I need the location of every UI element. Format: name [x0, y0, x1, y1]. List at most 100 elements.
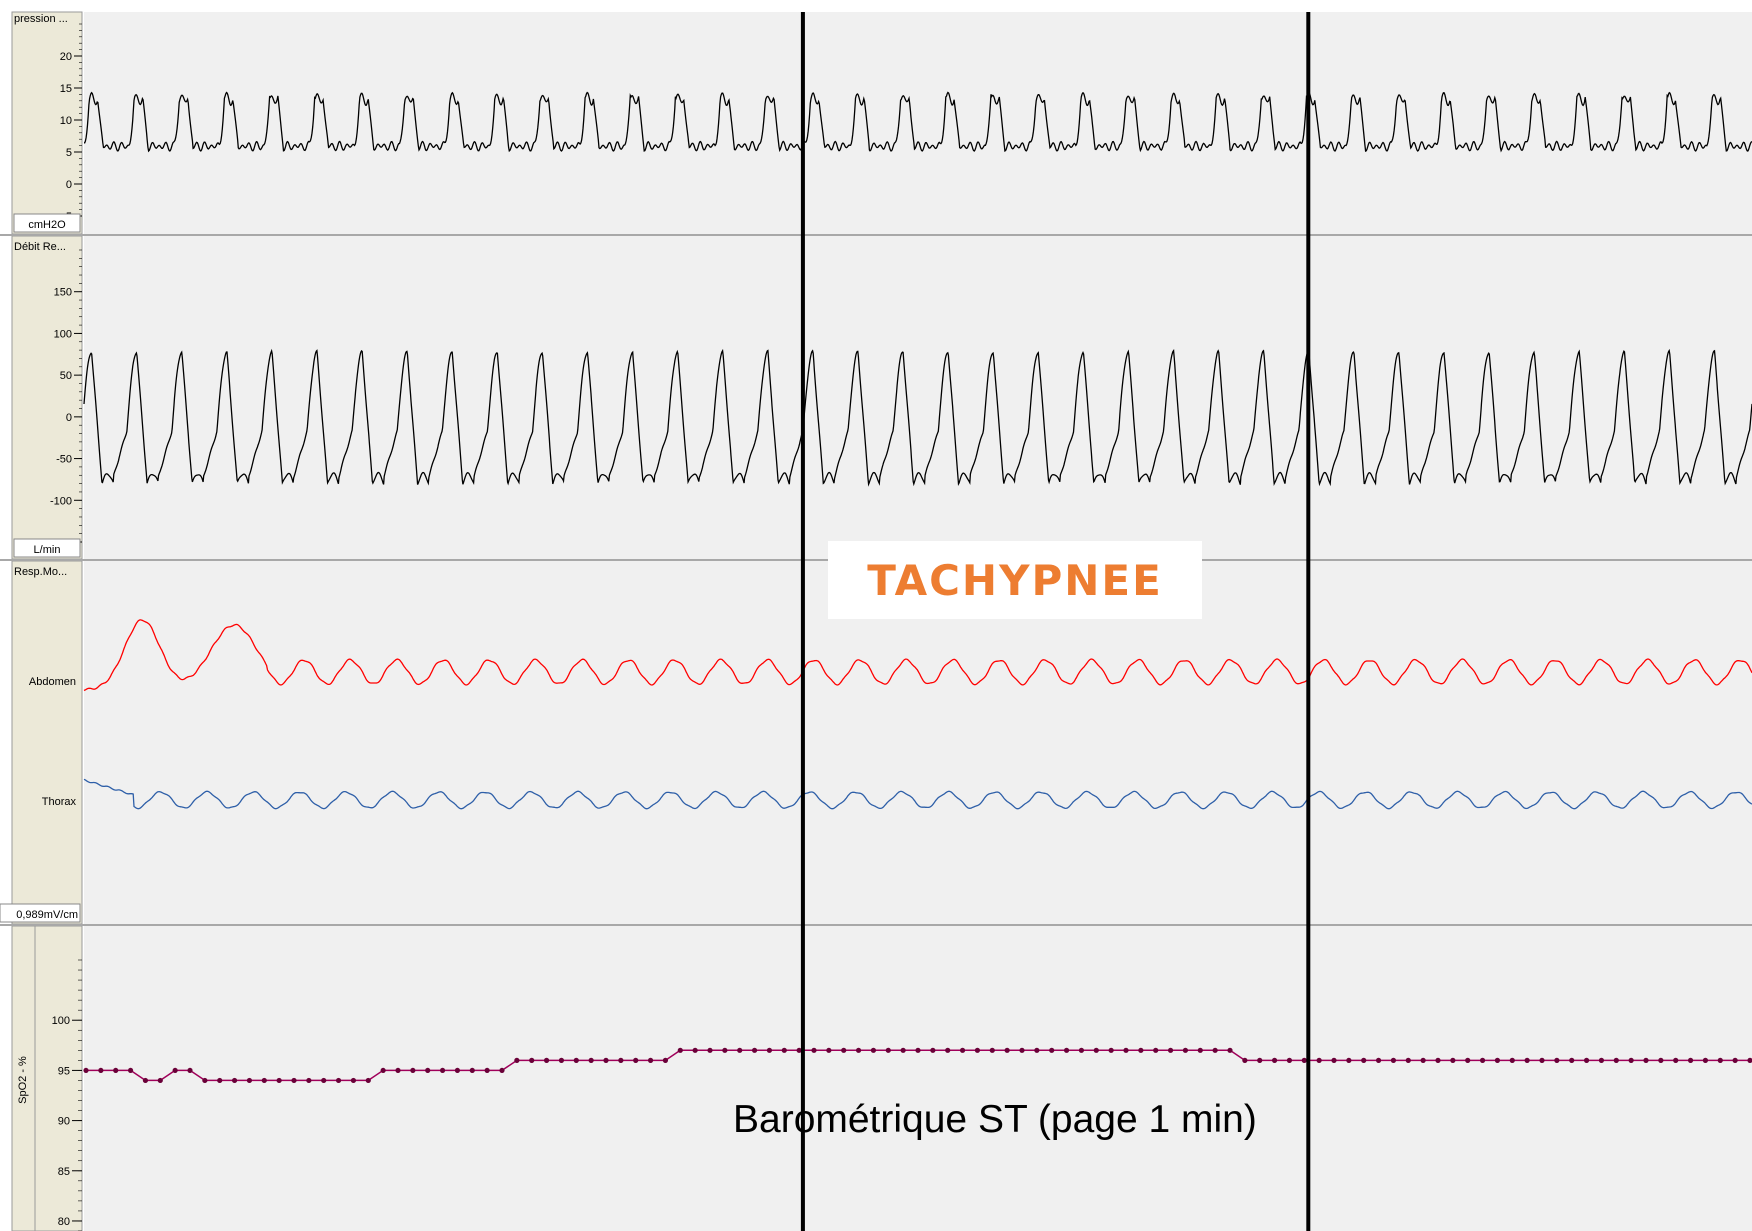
spo2-point — [974, 1047, 981, 1053]
y-tick-label: 90 — [58, 1116, 70, 1128]
spo2-point — [514, 1057, 520, 1063]
spo2-point — [1361, 1057, 1367, 1063]
spo2-point — [1375, 1057, 1382, 1063]
spo2-point — [469, 1067, 475, 1074]
spo2-point — [1390, 1057, 1397, 1063]
y-tick-label: 150 — [54, 287, 72, 299]
spo2-point — [529, 1057, 535, 1063]
y-tick-label: 80 — [58, 1216, 70, 1228]
annotation-box: TACHYPNEE — [828, 541, 1202, 619]
unit-box — [13, 538, 81, 558]
spo2-point — [796, 1047, 802, 1053]
spo2-point — [484, 1067, 490, 1074]
spo2-point — [335, 1077, 342, 1084]
y-tick-label: 0 — [66, 179, 72, 191]
spo2-point — [1569, 1057, 1575, 1063]
spo2-point — [276, 1077, 282, 1084]
spo2-point — [811, 1047, 817, 1053]
spo2-point — [1435, 1057, 1441, 1063]
axis-gutter-3 — [11, 560, 83, 925]
spo2-point — [1123, 1047, 1129, 1053]
spo2-point — [98, 1067, 104, 1074]
spo2-point — [1346, 1057, 1352, 1063]
axis-gutter-2 — [11, 235, 83, 560]
spo2-point — [707, 1047, 713, 1053]
spo2-point — [1257, 1057, 1263, 1063]
spo2-point — [1583, 1057, 1590, 1063]
spo2-point — [781, 1047, 787, 1053]
spo2-point — [291, 1077, 297, 1084]
spo2-point — [677, 1047, 683, 1053]
y-tick-label: 5 — [66, 147, 72, 159]
y-axis-title: SpO2 - % — [17, 1056, 29, 1104]
spo2-point — [231, 1077, 238, 1084]
spo2-point — [321, 1077, 327, 1084]
spo2-point — [113, 1067, 119, 1074]
spo2-point — [1316, 1057, 1322, 1063]
abdomen-trace — [83, 619, 1752, 692]
y-tick-label: -50 — [56, 454, 72, 466]
spo2-point — [1093, 1047, 1099, 1053]
spo2-point — [1167, 1047, 1174, 1053]
spo2-point — [855, 1047, 862, 1053]
spo2-point — [1702, 1057, 1709, 1063]
y-tick-label: 100 — [54, 328, 72, 340]
spo2-point — [1554, 1057, 1560, 1063]
unit-box — [13, 213, 81, 233]
unit-label: cmH2O — [28, 219, 66, 231]
spo2-point — [1494, 1057, 1501, 1063]
spo2-point — [439, 1067, 446, 1074]
spo2-point — [425, 1067, 431, 1074]
panel-title: Débit Re... — [14, 241, 66, 253]
spo2-point — [1420, 1057, 1426, 1063]
y-tick-label: 100 — [52, 1015, 70, 1027]
plot-area-2 — [84, 236, 1752, 559]
y-tick-label: 50 — [60, 370, 72, 382]
y-tick-label: 10 — [60, 115, 72, 127]
axis-gutter-4 — [11, 925, 83, 1231]
spo2-point — [1286, 1057, 1293, 1063]
spo2-point — [1598, 1057, 1605, 1063]
spo2-point — [261, 1077, 267, 1084]
spo2-point — [83, 1067, 89, 1074]
unit-label: 0,989mV/cm — [16, 909, 78, 921]
spo2-point — [900, 1047, 906, 1053]
unit-box — [0, 903, 81, 923]
spo2-point — [1004, 1047, 1010, 1053]
spo2-point — [558, 1057, 565, 1063]
pressure-trace — [84, 91, 1752, 153]
spo2-point — [1643, 1057, 1649, 1063]
spo2-point — [1182, 1047, 1189, 1053]
spo2-point — [722, 1047, 728, 1053]
spo2-point — [737, 1047, 743, 1053]
spo2-point — [870, 1047, 877, 1053]
spo2-point — [499, 1067, 505, 1074]
spo2-point — [202, 1077, 208, 1084]
spo2-point — [885, 1047, 891, 1053]
y-tick-label: 15 — [60, 83, 72, 95]
panel-title: Resp.Mo... — [14, 566, 67, 578]
spo2-point — [1465, 1057, 1471, 1063]
spo2-point — [172, 1067, 178, 1074]
plot-area-4 — [84, 926, 1752, 1231]
y-tick-label: 85 — [58, 1166, 70, 1178]
spo2-point — [1212, 1047, 1218, 1053]
spo2-point — [1524, 1057, 1530, 1063]
spo2-point — [1301, 1057, 1307, 1063]
channel-label-abdomen: Abdomen — [29, 676, 76, 688]
spo2-point — [1227, 1047, 1233, 1053]
spo2-point — [662, 1057, 669, 1063]
spo2-point — [187, 1067, 193, 1074]
thorax-trace — [83, 778, 1752, 810]
spo2-point — [1019, 1047, 1025, 1053]
spo2-point — [1153, 1047, 1159, 1053]
spo2-point — [766, 1047, 773, 1053]
spo2-point — [142, 1077, 149, 1084]
spo2-point — [647, 1057, 654, 1063]
spo2-point — [945, 1047, 951, 1053]
spo2-point — [1242, 1057, 1248, 1063]
y-tick-label: 0 — [66, 412, 72, 424]
spo2-point — [454, 1067, 461, 1074]
spo2-point — [1405, 1057, 1411, 1063]
